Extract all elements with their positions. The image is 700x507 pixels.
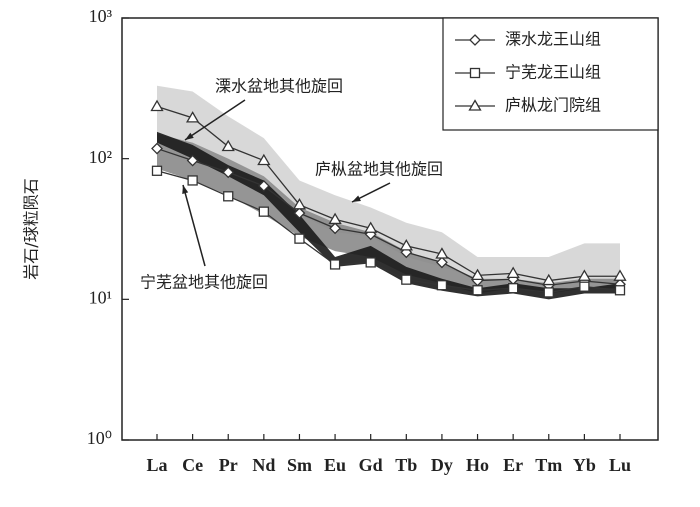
point — [399, 239, 413, 251]
x-tick-label: Ce — [182, 455, 203, 475]
point — [258, 206, 269, 217]
x-tick-label: Er — [503, 455, 523, 475]
point — [508, 283, 519, 294]
y-axis-label: 岩石/球粒陨石 — [22, 178, 41, 279]
point — [222, 166, 235, 179]
series-line — [156, 170, 621, 294]
y-tick-label: 10² — [89, 147, 112, 167]
point — [542, 273, 556, 286]
point — [150, 99, 164, 112]
x-tick-label: Gd — [359, 455, 383, 475]
point — [294, 233, 305, 244]
point — [293, 207, 306, 220]
legend-marker — [469, 67, 481, 79]
legend-label: 宁芜龙王山组 — [505, 63, 601, 82]
point — [365, 257, 376, 268]
x-tick-label: Dy — [431, 455, 453, 475]
point — [186, 154, 199, 167]
band-annotation: 溧水盆地其他旋回 — [215, 77, 343, 96]
series-line — [156, 105, 620, 282]
legend-marker — [469, 34, 481, 46]
x-tick-label: Lu — [609, 455, 631, 475]
y-tick-label: 10⁰ — [87, 428, 112, 448]
point — [223, 191, 234, 202]
annotation-arrow — [182, 184, 206, 267]
point — [364, 221, 378, 233]
point — [472, 285, 483, 296]
point — [185, 111, 200, 123]
legend-marker — [468, 99, 482, 111]
point — [292, 197, 307, 210]
plot-frame — [121, 17, 659, 441]
y-tick-label: 10¹ — [89, 287, 112, 307]
band-annotation: 庐枞盆地其他旋回 — [315, 160, 443, 179]
point — [506, 266, 520, 279]
point — [436, 256, 448, 269]
band — [157, 131, 620, 300]
x-tick-label: La — [146, 455, 167, 475]
point — [329, 222, 341, 235]
point — [577, 269, 592, 281]
annotation-arrow — [184, 99, 246, 141]
point — [543, 287, 554, 298]
x-tick-label: Ho — [466, 455, 489, 475]
point — [329, 259, 341, 270]
point — [187, 175, 198, 186]
legend-label: 庐枞龙门院组 — [505, 96, 601, 115]
band-annotation: 宁芜盆地其他旋回 — [140, 273, 268, 292]
legend-label: 溧水龙王山组 — [505, 30, 601, 49]
x-tick-label: Yb — [573, 455, 596, 475]
arrow-head — [185, 132, 194, 140]
x-tick-label: Pr — [219, 455, 238, 475]
point — [579, 281, 590, 292]
x-tick-label: Sm — [287, 455, 312, 475]
point — [221, 139, 235, 152]
point — [470, 268, 485, 281]
point — [401, 274, 412, 285]
point — [151, 165, 163, 176]
point — [436, 280, 448, 291]
point — [257, 180, 270, 192]
x-tick-label: Tm — [535, 455, 562, 475]
x-tick-label: Eu — [324, 455, 346, 475]
x-tick-label: Tb — [395, 455, 417, 475]
x-tick-label: Nd — [252, 455, 275, 475]
y-tick-label: 10³ — [89, 6, 113, 26]
point — [435, 247, 449, 259]
point — [257, 153, 271, 166]
point — [328, 212, 342, 225]
point — [613, 269, 627, 281]
arrow-head — [182, 185, 189, 194]
point — [614, 285, 626, 296]
point — [151, 142, 163, 155]
arrow-head — [352, 195, 361, 202]
